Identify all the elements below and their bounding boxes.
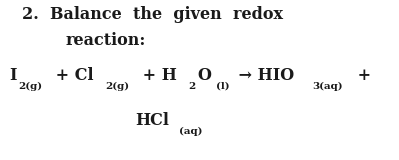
Text: 2(g): 2(g)	[18, 82, 43, 91]
Text: HCl: HCl	[136, 112, 170, 129]
Text: +: +	[352, 67, 371, 84]
Text: reaction:: reaction:	[66, 32, 146, 49]
Text: + Cl: + Cl	[49, 67, 93, 84]
Text: I: I	[9, 67, 16, 84]
Text: 2.  Balance  the  given  redox: 2. Balance the given redox	[22, 6, 283, 23]
Text: → HIO: → HIO	[233, 67, 294, 84]
Text: (l): (l)	[216, 82, 229, 91]
Text: + H: + H	[137, 67, 177, 84]
Text: 3(aq): 3(aq)	[312, 82, 343, 91]
Text: 2: 2	[188, 82, 196, 91]
Text: O: O	[198, 67, 211, 84]
Text: (aq): (aq)	[180, 126, 203, 136]
Text: 2(g): 2(g)	[106, 82, 130, 91]
